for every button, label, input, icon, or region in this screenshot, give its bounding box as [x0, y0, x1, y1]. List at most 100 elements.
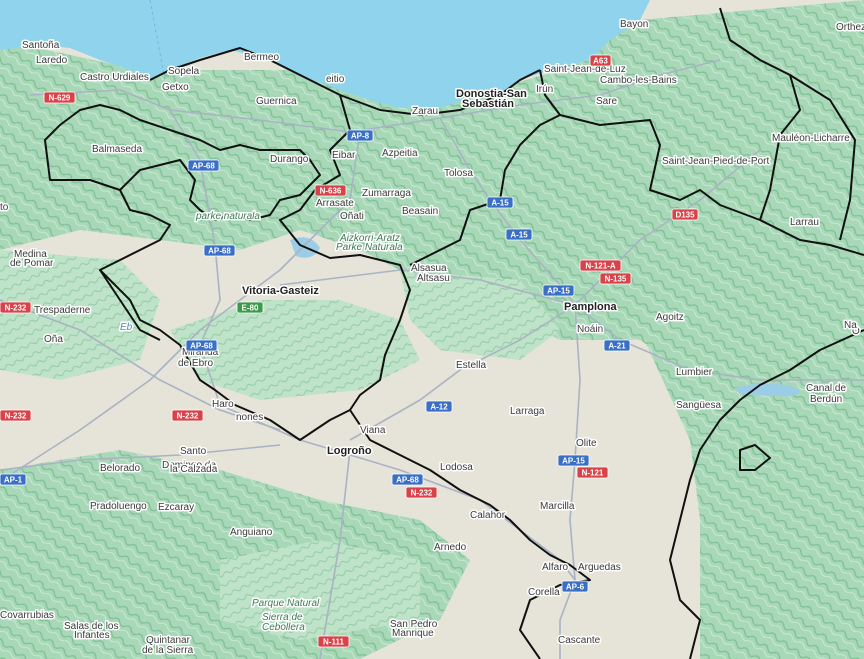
place-label-briones: nones — [236, 412, 263, 423]
road-a12 — [349, 304, 576, 441]
road-shield-label: A-21 — [608, 342, 626, 351]
place-label-gernika: Guernica — [256, 96, 297, 107]
road-shield-box — [603, 339, 631, 352]
place-label-trespaderne: Trespaderne — [34, 305, 91, 316]
place-label-sjpp: Saint-Jean-Pied-de-Port — [662, 156, 769, 167]
place-label-alsasua2: Altsasu — [417, 273, 450, 284]
border-french-basque — [719, 7, 801, 221]
place-label-azpeitia: Azpeitia — [382, 148, 418, 159]
road-shield-label: A-15 — [491, 199, 509, 208]
place-label-getxo: Getxo — [162, 82, 189, 93]
place-label-lumbier: Lumbier — [676, 367, 713, 378]
place-label-miranda2: de Ebro — [178, 358, 213, 369]
road-shield-s_n121a: N-121-A — [579, 259, 622, 272]
road-shield-s_ap68c: AP-68 — [185, 339, 218, 352]
road-shield-s_a21: A-21 — [603, 339, 631, 352]
place-label-donostia2: Sebastián — [462, 98, 514, 110]
region-borders — [44, 7, 864, 659]
place-label-santo1: Santo — [180, 446, 207, 457]
place-label-belorado: Belorado — [100, 463, 140, 474]
road-shield-box — [391, 473, 424, 486]
place-label-haro: Haro — [212, 399, 234, 410]
place-label-canal2: Berdún — [810, 394, 842, 405]
road-shield-s_a63: A63 — [589, 54, 612, 67]
place-label-arguedas: Arguedas — [578, 562, 621, 573]
border-navarre-rioja — [349, 409, 591, 659]
road-shield-s_n111: N-111 — [317, 635, 350, 648]
road-shield-label: AP-68 — [190, 342, 213, 351]
place-label-pamplona: Pamplona — [564, 301, 617, 313]
terrain-montes-vitoria — [170, 300, 420, 400]
road-shield-label: D135 — [675, 211, 695, 220]
bay-of-biscay — [0, 0, 650, 108]
place-label-marcilla: Marcilla — [540, 501, 575, 512]
road-shield-box — [486, 196, 514, 209]
place-label-lodosa: Lodosa — [440, 462, 473, 473]
road-shield-label: E-80 — [242, 304, 259, 313]
place-label-edge_o: O — [852, 326, 860, 337]
road-shield-s_ap15: AP-15 — [557, 454, 590, 467]
place-label-pradoluengo: Pradoluengo — [90, 501, 147, 512]
road-shields: N-629 AP-8 AP-68 N-636 A-15 A-15 AP-68 E-80 A63 D… — [0, 54, 699, 648]
border-france-spain — [539, 69, 864, 256]
road-shield-box — [671, 208, 699, 221]
road-shield-box — [43, 91, 76, 104]
place-label-zumarraga: Zumarraga — [362, 188, 411, 199]
terrain-urbasa — [400, 270, 560, 360]
road-shield-box — [203, 244, 236, 257]
place-label-irun: Irún — [536, 84, 553, 95]
road-shield-label: N-629 — [49, 94, 71, 103]
road-shield-label: AP-1 — [4, 476, 23, 485]
road-shield-s_a15b: A-15 — [505, 228, 533, 241]
place-label-sare: Sare — [596, 96, 618, 107]
road-shield-box — [505, 228, 533, 241]
place-label-canal1: Canal de — [806, 383, 846, 394]
place-label-viana: Viana — [360, 425, 386, 436]
road-shield-label: A-12 — [430, 403, 448, 412]
road-shield-s_n232c: N-232 — [405, 486, 438, 499]
place-labels: Santoña Laredo Castro Urdiales Sopela Getxo B… — [0, 18, 864, 658]
place-label-durango: Durango — [270, 154, 309, 165]
road-shield-box — [0, 301, 32, 314]
road-shield-box — [0, 409, 32, 422]
road-shield-box — [542, 284, 575, 297]
road-n232 — [0, 299, 281, 431]
place-label-medina2: de Pomar — [10, 258, 54, 269]
place-label-santona: Santoña — [22, 40, 60, 51]
road-shield-label: A-15 — [510, 231, 528, 240]
border-cantabria — [99, 269, 161, 341]
road-shield-s_n135: N-135 — [599, 272, 632, 285]
border-soule — [789, 74, 856, 241]
road-shield-label: AP-68 — [396, 476, 419, 485]
place-label-park2: Aizkorri-Aratz — [339, 233, 400, 244]
border-navarre-aragon — [669, 329, 864, 659]
road-shield-s_n121: N-121 — [576, 466, 609, 479]
road-shield-s_d135: D135 — [671, 208, 699, 221]
road-shield-label: N-111 — [323, 638, 344, 647]
road-shield-box — [425, 400, 453, 413]
place-label-alfaro: Alfaro — [542, 562, 569, 573]
place-label-bermeo: Bermeo — [244, 52, 279, 63]
place-label-cambo: Cambo-les-Bains — [600, 75, 677, 86]
place-label-stjean: Saint-Jean-de-Luz — [544, 64, 626, 75]
place-label-olite: Olite — [576, 438, 597, 449]
place-label-ezcaray: Ezcaray — [158, 502, 194, 513]
road-shield-s_ap1: AP-1 — [0, 473, 27, 486]
place-label-sanpedro2: Manrique — [392, 628, 434, 639]
road-shield-box — [171, 409, 204, 422]
road-shield-box — [599, 272, 632, 285]
road-shield-box — [405, 486, 438, 499]
place-label-noain: Noáin — [577, 324, 603, 335]
road-shield-s_n629: N-629 — [43, 91, 76, 104]
place-label-ona: Oña — [44, 334, 63, 345]
road-shield-s_a12: A-12 — [425, 400, 453, 413]
road-shield-label: AP-15 — [547, 287, 570, 296]
place-label-sanpedro1: San Pedro — [390, 619, 438, 630]
road-shield-box — [187, 159, 220, 172]
place-label-medina1: Medina — [14, 249, 47, 260]
place-label-calahorra: Calahor — [470, 510, 506, 521]
road-shield-label: AP-15 — [562, 457, 585, 466]
road-shield-label: AP-6 — [566, 583, 585, 592]
terrain-cameros — [220, 540, 420, 640]
